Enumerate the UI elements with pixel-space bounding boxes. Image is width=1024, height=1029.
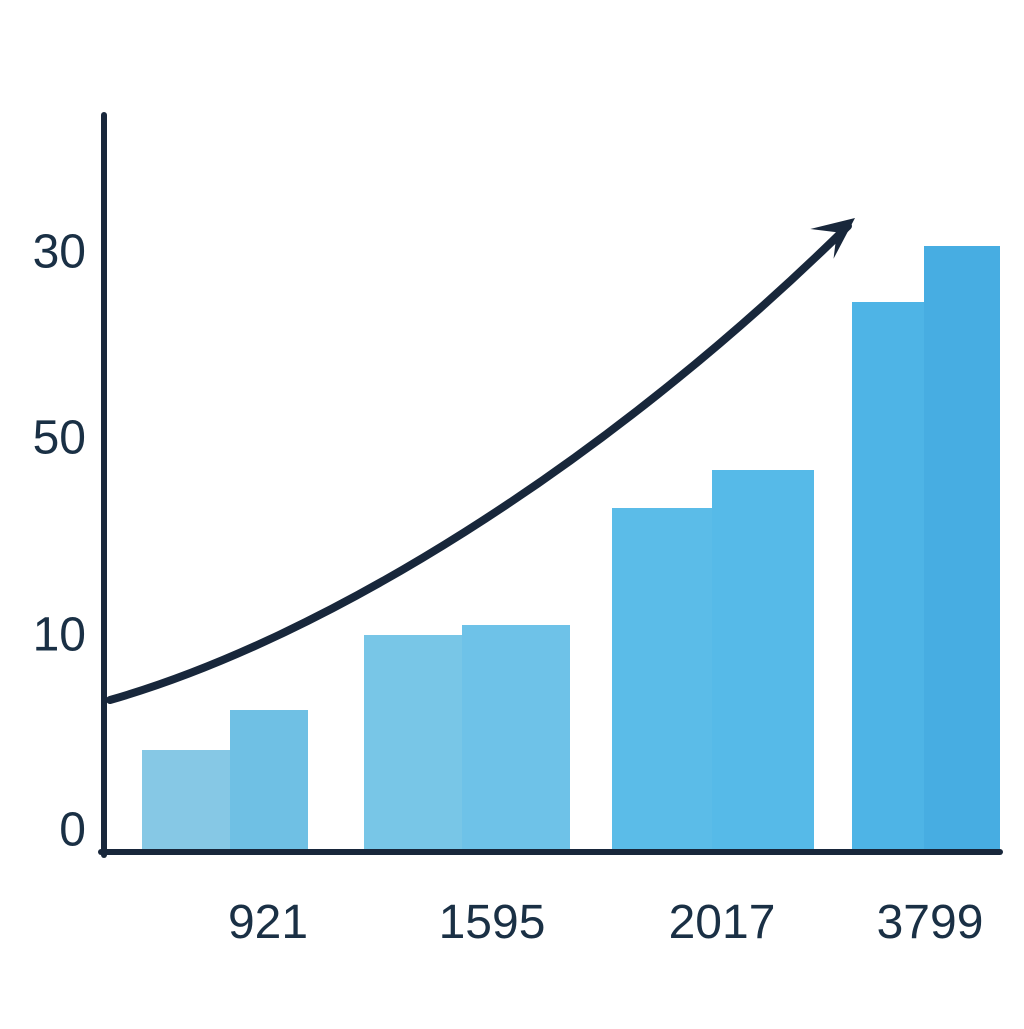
growth-bar-chart: 30 50 10 0 921 1595 2017 3799 xyxy=(0,0,1024,1024)
x-tick-label: 2017 xyxy=(669,895,776,950)
y-tick-label: 50 xyxy=(33,411,86,466)
x-tick-label: 1595 xyxy=(439,895,546,950)
bar-3-1 xyxy=(924,246,1000,852)
bar-2-1 xyxy=(712,470,814,852)
bar-1-0 xyxy=(364,635,462,852)
y-tick-label: 10 xyxy=(33,608,86,663)
x-tick-label: 3799 xyxy=(877,895,984,950)
y-tick-label: 30 xyxy=(33,225,86,280)
y-tick-label: 0 xyxy=(59,803,86,858)
bar-1-1 xyxy=(462,625,570,852)
chart-svg xyxy=(0,0,1024,1024)
bar-3-0 xyxy=(852,302,924,852)
bar-0-0 xyxy=(142,750,230,852)
bar-2-0 xyxy=(612,508,712,852)
bar-0-1 xyxy=(230,710,308,852)
x-tick-label: 921 xyxy=(228,895,308,950)
